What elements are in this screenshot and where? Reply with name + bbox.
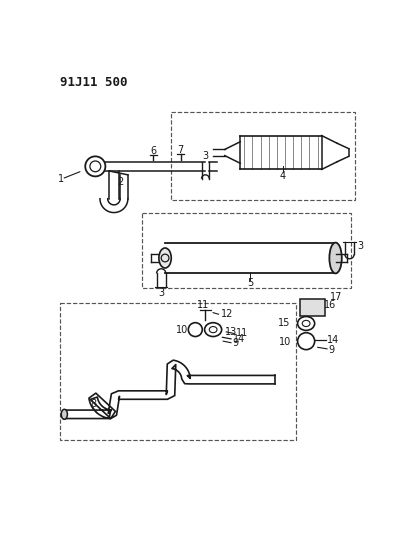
Text: 11: 11: [197, 300, 209, 310]
Text: 14: 14: [327, 335, 339, 345]
Text: 7: 7: [177, 145, 184, 155]
Bar: [60, 303, 296, 440]
Text: 5: 5: [247, 278, 253, 288]
Text: 10: 10: [176, 325, 188, 335]
Bar: [170, 112, 355, 200]
Ellipse shape: [159, 248, 171, 268]
Text: 3: 3: [202, 151, 208, 160]
Bar: [142, 213, 351, 288]
Text: 17: 17: [330, 292, 343, 302]
Text: 16: 16: [324, 300, 336, 310]
Text: 2: 2: [117, 177, 123, 187]
Text: 10: 10: [279, 337, 291, 347]
Text: 13: 13: [225, 327, 237, 337]
Bar: [300, 299, 325, 316]
Text: 8: 8: [90, 399, 96, 409]
Ellipse shape: [61, 409, 67, 419]
Text: 11: 11: [236, 328, 248, 338]
Text: 3: 3: [158, 288, 164, 298]
Text: 12: 12: [221, 309, 233, 319]
Text: 9: 9: [328, 345, 335, 354]
Text: 9: 9: [233, 338, 239, 349]
Text: 1: 1: [58, 174, 64, 184]
Text: 4: 4: [280, 171, 286, 181]
Text: 91J11 500: 91J11 500: [60, 76, 127, 88]
Text: 15: 15: [278, 318, 291, 328]
Text: 3: 3: [357, 241, 364, 252]
Ellipse shape: [329, 243, 342, 273]
Text: 6: 6: [150, 146, 156, 156]
Text: 14: 14: [233, 334, 245, 344]
